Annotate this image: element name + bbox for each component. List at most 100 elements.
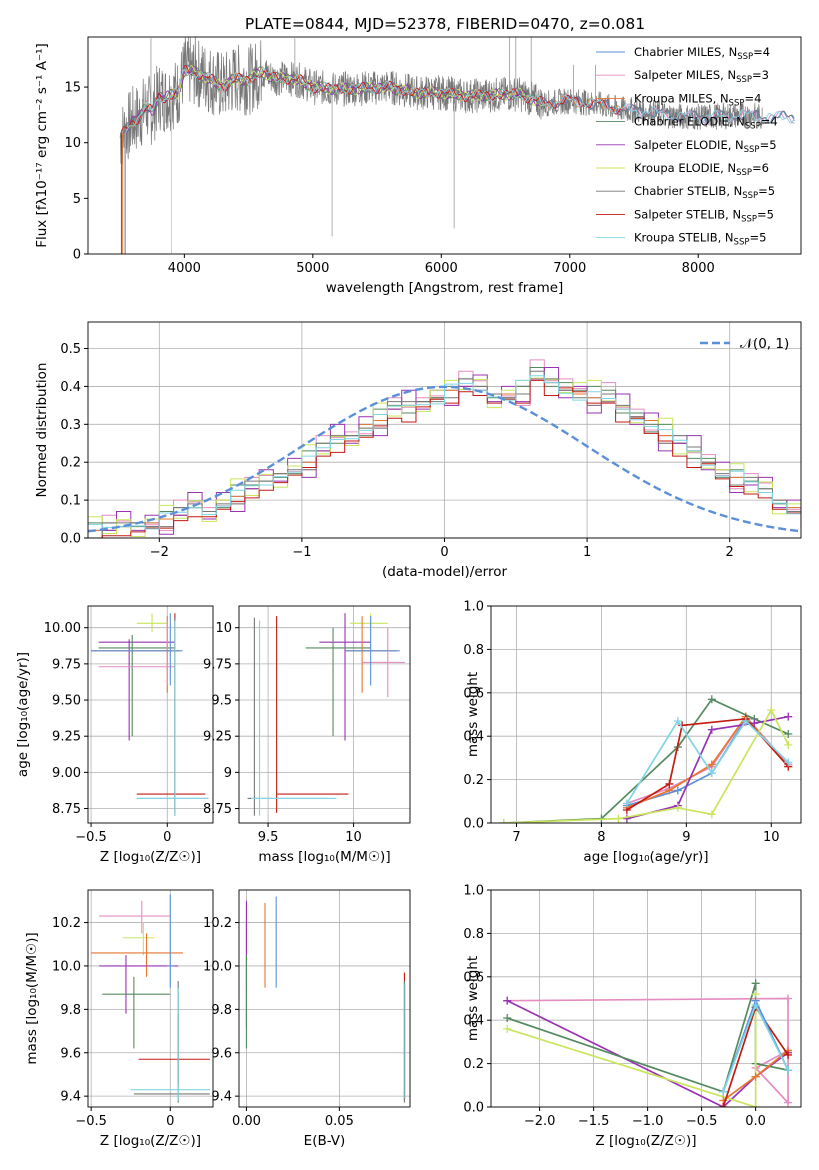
y-tick-label: 10.0 [52, 959, 81, 974]
legend-subscript: SSP [734, 238, 750, 248]
series-marker-purple [784, 712, 793, 721]
y-tick-label: 0.2 [463, 1057, 484, 1072]
grid [88, 606, 213, 823]
series-marker-cyan [741, 717, 750, 726]
y-tick-label: 9.8 [60, 1003, 81, 1018]
x-tick-label: 8 [597, 830, 605, 845]
x-axis-label: mass [log₁₀(M/M☉)] [258, 849, 390, 865]
y-tick-label: 0.5 [60, 342, 81, 357]
mass-vs-metallicity-panel: −0.5 0 9.4 9.6 9.8 10.0 10.2 Z [log₁₀(Z/Z☉)] mas… [24, 889, 214, 1149]
plot-area [245, 896, 406, 1103]
y-axis-label: Normed distribution [34, 363, 50, 498]
grid [491, 605, 801, 824]
series-marker-green [751, 979, 760, 988]
gaussian-curve [88, 385, 801, 533]
y-tick-label: 0.0 [463, 1101, 484, 1116]
model-spectrum-yellow [171, 64, 543, 254]
x-tick-label: −1.5 [578, 1114, 610, 1129]
x-tick-label: 9 [682, 830, 690, 845]
plot-area [503, 979, 793, 1107]
legend-subscript: SSP [745, 122, 761, 132]
legend-label: Kroupa STELIB, N [634, 231, 734, 245]
y-tick-label: 1.0 [463, 884, 484, 899]
series-marker-yellow [614, 814, 623, 823]
age-vs-metallicity-panel: −0.5 0 8.75 9.00 9.25 9.50 9.75 10.00 Z [log₁₀(Z… [15, 605, 214, 865]
legend-label: Chabrier STELIB, N [634, 184, 742, 198]
x-tick-label: 0.0 [745, 1114, 766, 1129]
series-marker-yellow [784, 740, 793, 749]
y-tick-label: 5 [73, 192, 81, 207]
y-tick-label: 0.4 [60, 380, 81, 395]
axes-box [490, 889, 802, 1108]
x-tick-label: 0 [166, 1114, 174, 1129]
y-tick-label: 0.4 [463, 1014, 484, 1029]
y-tick-label: 10.0 [203, 959, 232, 974]
legend-suffix: =6 [752, 161, 769, 175]
axes-box [87, 889, 214, 1108]
series-line-yellow [506, 994, 757, 1107]
axes-frame: 4000 5000 6000 7000 8000 0 5 10 15 wavelength [An… [34, 36, 802, 296]
residual-histogram-red [88, 379, 801, 538]
age-vs-mass-panel: 9.5 10 8.75 9 9.25 9.5 9.75 10 mass [log₁₀(M/M☉)… [203, 605, 411, 865]
y-tick-label: 9.25 [52, 730, 81, 745]
legend-suffix: =4 [753, 45, 770, 59]
legend-entry: Chabrier ELODIE, NSSP=4 [634, 115, 778, 132]
mass-vs-ebv-panel: 0.00 0.05 9.4 9.6 9.8 10.0 10.2 E(B-V) [203, 889, 411, 1149]
legend-label: Salpeter ELODIE, N [634, 138, 744, 152]
plot-area [91, 613, 209, 816]
axes-box [238, 889, 411, 1108]
series-marker-pink [784, 1098, 793, 1107]
legend-label: Kroupa MILES, N [634, 91, 729, 105]
x-tick-label: −1.0 [632, 1114, 664, 1129]
axes-frame: −2.0 −1.5 −1.0 −0.5 0.0 0.0 0.2 0.4 0.6 0.8 1.0 Z [… [463, 884, 802, 1149]
axes-box [87, 605, 214, 824]
y-tick-label: 9.75 [52, 657, 81, 672]
y-tick-label: 0.1 [60, 494, 81, 509]
legend-label: Chabrier MILES, N [634, 45, 737, 59]
y-tick-label: 0.4 [463, 730, 484, 745]
legend-suffix: =5 [758, 184, 775, 198]
plot-area [91, 894, 210, 1103]
plot-area [247, 613, 405, 816]
legend-suffix: =4 [761, 115, 778, 129]
mass-weight-vs-age-panel: 7 8 9 10 0.0 0.2 0.4 0.6 0.8 1.0 age [log₁₀(age/yr… [463, 600, 802, 865]
plot-area [499, 695, 793, 823]
legend-subscript: SSP [744, 145, 760, 155]
series-marker-cyan [751, 1001, 760, 1010]
x-axis-label: Z [log₁₀(Z/Z☉)] [595, 1133, 696, 1149]
axes-box [87, 36, 802, 255]
legend-suffix: =5 [757, 207, 774, 221]
series-marker-purple [707, 725, 716, 734]
series-marker-yellow [503, 1024, 512, 1033]
series-marker-blue [673, 786, 682, 795]
y-tick-label: 0.0 [463, 817, 484, 832]
legend-entry: Kroupa STELIB, NSSP=5 [634, 231, 766, 248]
residual-histogram-panel: −2 −1 0 1 2 0.0 0.1 0.2 0.3 0.4 0.5 (data-model)/er… [34, 321, 802, 580]
mass-weight-vs-metallicity-panel: −2.0 −1.5 −1.0 −0.5 0.0 0.0 0.2 0.4 0.6 0.8 1.0 Z [… [463, 884, 802, 1149]
y-tick-label: 10 [64, 136, 81, 151]
x-tick-label: 1 [583, 545, 591, 560]
legend-suffix: =3 [752, 68, 769, 82]
y-tick-label: 0.3 [60, 418, 81, 433]
x-tick-label: 7000 [553, 261, 586, 276]
axes-frame: −2 −1 0 1 2 0.0 0.1 0.2 0.3 0.4 0.5 (data-model)/er… [34, 321, 802, 580]
axes-frame: −0.5 0 8.75 9.00 9.25 9.50 9.75 10.00 Z [log₁₀(Z… [15, 605, 214, 865]
y-tick-label: 8.75 [203, 802, 232, 817]
legend-label: Salpeter MILES, N [634, 68, 736, 82]
y-axis-label: mass weight [465, 672, 481, 757]
y-axis-label: mass weight [465, 956, 481, 1041]
axes-box [238, 605, 411, 824]
x-tick-label: −0.5 [75, 1114, 107, 1129]
spectrum-panel: 4000 5000 6000 7000 8000 0 5 10 15 wavelength [An… [34, 36, 802, 296]
series-line-yellow [503, 708, 790, 823]
legend-label: Kroupa ELODIE, N [634, 161, 736, 175]
legend-entry: Chabrier MILES, NSSP=4 [634, 45, 770, 62]
series-marker-purple [750, 719, 759, 728]
y-tick-label: 9.50 [52, 694, 81, 709]
series-marker-cyan [784, 1066, 793, 1075]
x-axis-label: wavelength [Angstrom, rest frame] [326, 280, 564, 296]
series-marker-cyan [784, 758, 793, 767]
legend-entry: Salpeter ELODIE, NSSP=5 [634, 138, 777, 155]
